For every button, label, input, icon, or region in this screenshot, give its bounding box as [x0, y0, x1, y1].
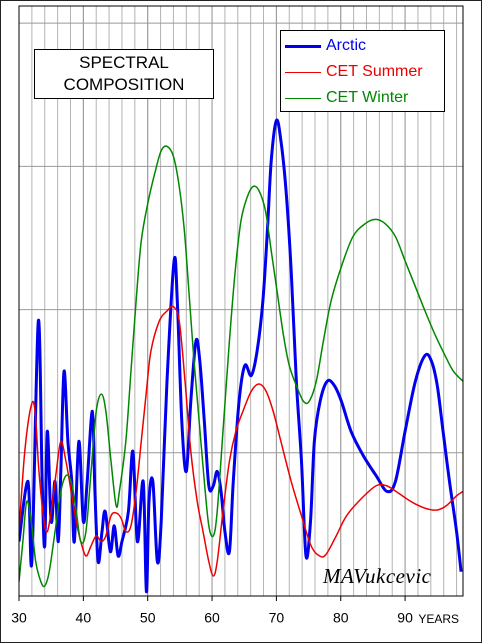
chart-title: SPECTRAL COMPOSITION — [34, 49, 214, 99]
legend-label: CET Summer — [326, 63, 423, 80]
legend-item: CET Winter — [281, 85, 444, 111]
x-tick-label: 80 — [333, 610, 349, 626]
series-line — [19, 145, 463, 588]
legend-label: Arctic — [326, 37, 366, 54]
x-tick-label: 70 — [269, 610, 285, 626]
plot-frame — [18, 5, 464, 597]
x-tick-label: 90 — [397, 610, 413, 626]
legend-label: CET Winter — [326, 89, 409, 106]
x-axis-label: YEARS — [418, 612, 459, 626]
legend-swatch — [285, 44, 321, 48]
annotation: MAVukcevic — [323, 564, 432, 588]
legend-swatch — [285, 97, 321, 99]
legend-item: Arctic — [281, 33, 444, 59]
x-tick-label: 60 — [204, 610, 220, 626]
x-tick-label: 30 — [11, 610, 27, 626]
series-line — [19, 305, 463, 577]
legend: Arctic CET Summer CET Winter — [280, 30, 445, 112]
series-line — [19, 118, 463, 594]
x-tick-label: 40 — [76, 610, 92, 626]
legend-swatch — [285, 71, 321, 73]
x-tick-label: 50 — [140, 610, 156, 626]
legend-item: CET Summer — [281, 59, 444, 85]
